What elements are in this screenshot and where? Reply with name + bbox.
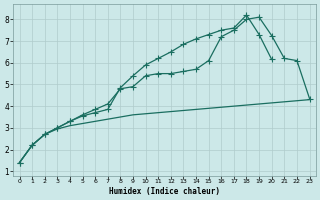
X-axis label: Humidex (Indice chaleur): Humidex (Indice chaleur) xyxy=(109,187,220,196)
